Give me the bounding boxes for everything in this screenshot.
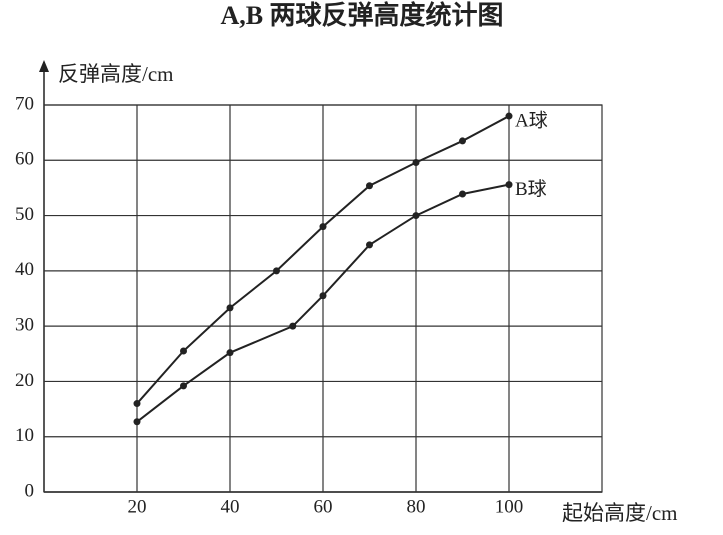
y-tick-label: 70 xyxy=(15,93,34,114)
point xyxy=(505,181,513,189)
y-tick-label: 10 xyxy=(15,425,34,446)
chart-title: A,B 两球反弹高度统计图 xyxy=(220,0,503,30)
point xyxy=(180,382,187,390)
point xyxy=(319,223,327,231)
point xyxy=(273,267,280,275)
point xyxy=(412,212,420,220)
x-tick-label: 40 xyxy=(221,496,240,517)
point xyxy=(226,304,234,312)
point xyxy=(366,241,373,249)
point xyxy=(412,158,420,166)
y-axis-label: 反弹高度/cm xyxy=(58,62,174,86)
point xyxy=(459,137,466,145)
point xyxy=(319,292,327,300)
point xyxy=(133,418,141,426)
series-label: B球 xyxy=(515,178,547,200)
point xyxy=(226,349,234,357)
x-tick-label: 80 xyxy=(407,496,426,517)
series-label: A球 xyxy=(515,109,548,131)
y-tick-label: 30 xyxy=(15,315,34,336)
point xyxy=(180,347,187,355)
y-tick-label: 20 xyxy=(15,370,34,391)
x-axis-label: 起始高度/cm xyxy=(562,501,678,525)
y-tick-label: 60 xyxy=(15,149,34,170)
point xyxy=(505,112,513,120)
point xyxy=(366,182,373,190)
x-tick-label: 20 xyxy=(128,496,147,517)
y-tick-label: 50 xyxy=(15,204,34,225)
point xyxy=(133,400,141,408)
x-tick-label: 100 xyxy=(495,496,524,517)
point xyxy=(289,322,297,330)
point xyxy=(459,190,466,198)
y-arrow xyxy=(39,60,49,72)
y-tick-label: 40 xyxy=(15,259,34,280)
y-tick-label: 0 xyxy=(25,480,35,501)
x-tick-label: 60 xyxy=(314,496,333,517)
